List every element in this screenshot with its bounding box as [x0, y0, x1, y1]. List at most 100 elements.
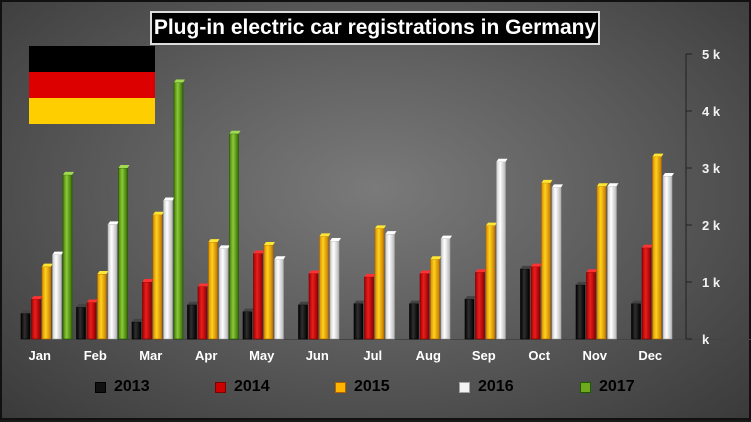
bar-mar-2015	[152, 211, 164, 340]
bar-sep-2014	[475, 269, 487, 340]
bar-body	[142, 281, 152, 340]
bar-body	[308, 273, 319, 340]
bar-dec-2015	[652, 153, 664, 340]
legend-label: 2014	[234, 378, 270, 395]
bar-oct-2015	[541, 179, 553, 340]
bar-apr-2017	[229, 130, 241, 340]
legend-item-2014: 2014	[215, 378, 270, 396]
bar-top	[330, 237, 341, 241]
bar-top	[465, 296, 476, 300]
bar-dec-2016	[662, 172, 674, 340]
x-tick-label-apr: Apr	[195, 348, 217, 363]
bar-body	[131, 321, 142, 340]
bar-top	[253, 250, 265, 254]
legend-item-2015: 2015	[335, 378, 390, 396]
bar-jun-2016	[329, 237, 341, 340]
x-tick-label-jan: Jan	[29, 348, 51, 363]
bar-top	[108, 221, 119, 225]
bar-body	[575, 284, 586, 340]
bar-top	[364, 273, 376, 277]
bar-top	[385, 231, 397, 235]
bar-aug-2016	[440, 235, 452, 340]
bar-body	[409, 303, 419, 340]
bar-body	[440, 238, 451, 340]
bar-jul-2016	[385, 231, 397, 340]
bar-body	[31, 298, 41, 340]
bar-top	[475, 269, 487, 273]
y-tick-label: 4 k	[702, 104, 721, 119]
bar-nov-2013	[575, 281, 587, 340]
bar-body	[197, 286, 208, 340]
bar-top	[586, 269, 598, 273]
bar-body	[163, 200, 173, 340]
bar-dec-2014	[641, 244, 653, 340]
bar-nov-2015	[596, 183, 608, 340]
bar-feb-2017	[118, 165, 130, 340]
bar-top	[319, 233, 331, 237]
x-tick-label-jul: Jul	[363, 348, 382, 363]
bar-body	[641, 247, 652, 340]
bar-top	[174, 79, 185, 83]
bar-top	[132, 318, 143, 322]
bar-jan-2016	[52, 251, 64, 340]
bar-top	[552, 184, 563, 188]
chart-legend: 2013 2014 2015 2016 2017	[2, 378, 751, 402]
legend-item-2016: 2016	[459, 378, 514, 396]
legend-label: 2016	[478, 378, 514, 395]
bar-body	[52, 254, 62, 340]
x-tick-label-aug: Aug	[416, 348, 441, 363]
bar-body	[496, 161, 506, 340]
bar-body	[419, 273, 430, 340]
bar-body	[242, 311, 253, 340]
bar-oct-2013	[520, 265, 532, 340]
bar-body	[263, 244, 274, 340]
bar-jul-2014	[364, 273, 376, 340]
x-tick-label-mar: Mar	[139, 348, 162, 363]
bar-body	[551, 187, 562, 340]
bar-top	[642, 244, 653, 248]
bar-top	[430, 256, 442, 260]
bar-top	[309, 270, 320, 274]
bar-mar-2017	[173, 79, 185, 340]
bar-body	[319, 236, 329, 340]
bar-top	[87, 299, 98, 303]
bar-body	[152, 214, 163, 340]
bar-may-2016	[274, 256, 286, 340]
bar-body	[475, 272, 485, 340]
bar-body	[631, 303, 641, 340]
legend-swatch	[459, 381, 470, 393]
bar-top	[652, 153, 664, 157]
bar-top	[531, 263, 542, 267]
bar-jun-2014	[308, 270, 320, 340]
bar-top	[208, 239, 220, 243]
x-tick-label-jun: Jun	[306, 348, 329, 363]
bar-nov-2016	[607, 183, 619, 340]
bar-top	[153, 211, 164, 215]
bar-top	[163, 197, 175, 201]
bar-jan-2015	[41, 263, 53, 340]
germany-flag-icon	[29, 46, 155, 124]
bar-body	[208, 241, 218, 340]
bar-may-2013	[242, 308, 254, 340]
bar-body	[364, 276, 374, 340]
bar-top	[42, 263, 53, 267]
bar-top	[52, 251, 64, 255]
bar-body	[62, 174, 73, 340]
bar-jan-2014	[31, 296, 43, 340]
bar-may-2014	[253, 250, 265, 340]
x-tick-label-nov: Nov	[582, 348, 607, 363]
bar-apr-2014	[197, 283, 209, 340]
bar-body	[97, 273, 107, 340]
bar-body	[541, 182, 551, 340]
bar-jan-2017	[62, 171, 74, 340]
bar-sep-2015	[485, 222, 497, 340]
bar-sep-2016	[496, 158, 508, 340]
bar-jun-2013	[298, 301, 310, 340]
bar-body	[520, 268, 530, 340]
bar-body	[374, 228, 385, 340]
bar-dec-2013	[631, 300, 643, 340]
y-tick-label: 5 k	[702, 47, 721, 62]
bar-feb-2015	[97, 271, 109, 340]
bar-feb-2016	[107, 221, 119, 340]
